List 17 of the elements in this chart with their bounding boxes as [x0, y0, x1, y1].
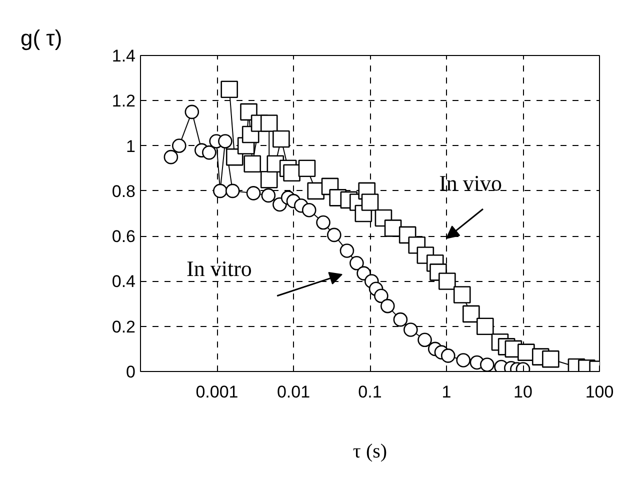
y-tick-label: 0 [126, 362, 136, 382]
y-tick-label: 1.2 [112, 92, 136, 111]
y-tick-label: 1.4 [112, 46, 136, 66]
y-axis-title: g( τ) [20, 26, 62, 50]
y-tick-label: 0.8 [112, 182, 136, 201]
y-tick-label: 0.4 [112, 272, 136, 292]
y-tick-label: 0.2 [112, 317, 136, 336]
annotation: In vitro [186, 256, 252, 282]
x-tick-label: 0.001 [196, 382, 238, 402]
x-tick-label: 1 [442, 382, 452, 402]
x-tick-label: 100 [585, 382, 614, 402]
x-tick-label: 10 [514, 382, 532, 402]
x-tick-label: 0.1 [358, 382, 382, 402]
y-tick-label: 1 [126, 136, 136, 156]
x-tick-label: 0.01 [276, 382, 310, 402]
y-tick-label: 0.6 [112, 227, 136, 246]
x-axis-title: τ (s) [352, 440, 388, 462]
